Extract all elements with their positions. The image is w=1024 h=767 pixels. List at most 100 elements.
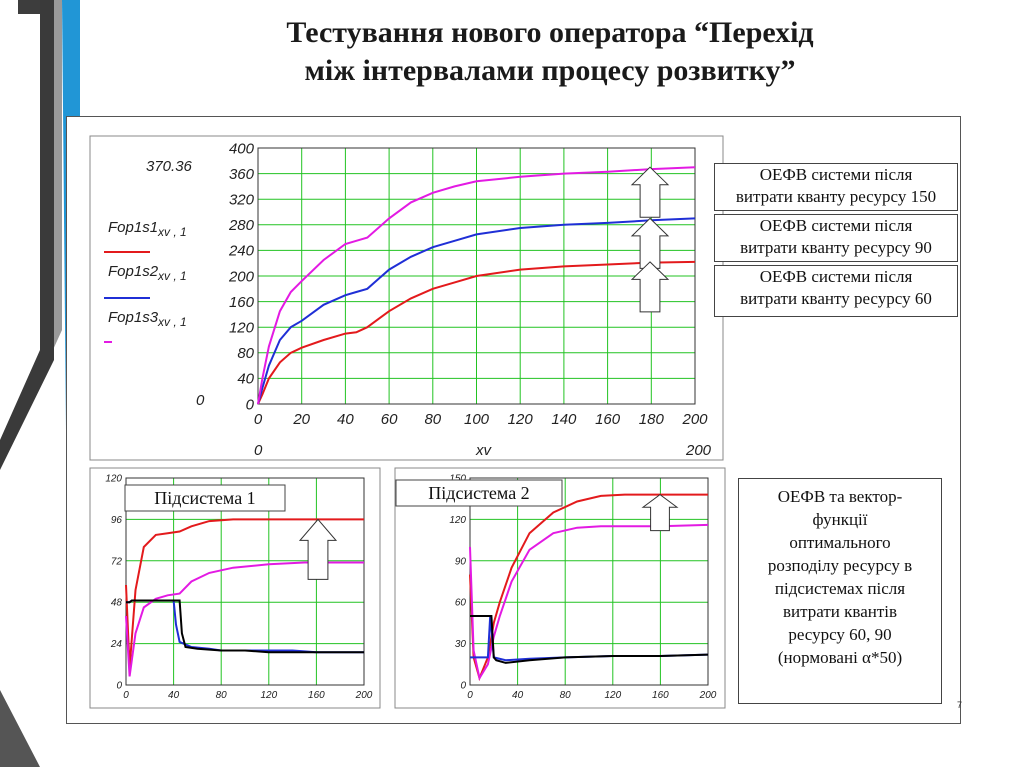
series-line-4 — [470, 615, 709, 664]
y-tick-label: 0 — [246, 396, 255, 413]
x-tick-label: 120 — [604, 690, 621, 701]
x-tick-label: 160 — [308, 690, 325, 701]
x-tick-label: 200 — [681, 411, 708, 428]
y-tick-label: 280 — [228, 217, 255, 234]
y-tick-label: 150 — [449, 474, 466, 485]
sub1-chart-panel — [89, 467, 381, 709]
x-tick-label: 40 — [337, 411, 354, 428]
ymax-readout: 370.36 — [146, 158, 193, 175]
x-tick-label: 0 — [254, 411, 263, 428]
side-note-line: оптимального — [789, 533, 891, 552]
x-tick-label: 160 — [595, 411, 621, 428]
x-tick-label: 100 — [464, 411, 490, 428]
stripe-gray — [52, 0, 62, 352]
y-tick-label: 320 — [229, 191, 255, 208]
title-line-1: Тестування нового оператора “Перехід — [286, 16, 814, 49]
legend-box-90-line1: ОЕФВ системи після — [759, 216, 913, 235]
title-line-2: між інтервалами процесу розвитку” — [304, 54, 796, 87]
y-tick-label: 72 — [111, 556, 123, 567]
x-tick-label: 20 — [292, 411, 310, 428]
y-tick-label: 360 — [229, 166, 255, 183]
y-tick-label: 0 — [460, 681, 466, 692]
series-line-3 — [126, 599, 364, 654]
plot-area — [125, 477, 365, 686]
series-line-2 — [125, 561, 364, 677]
subtitle-box — [395, 479, 563, 507]
side-note-box: ОЕФВ та вектор- функції оптимального роз… — [738, 478, 942, 704]
x-tick-label: 80 — [560, 690, 572, 701]
up-arrow — [641, 493, 679, 532]
plot-area — [469, 477, 709, 686]
x-tick-label: 40 — [168, 690, 180, 701]
y-tick-label: 120 — [449, 515, 466, 526]
y-tick-label: 240 — [228, 243, 255, 260]
up-arrow — [298, 518, 338, 580]
y-tick-label: 200 — [228, 268, 255, 285]
series-line-1 — [469, 493, 708, 682]
legend-label-1: Fop1s1xv , 1 — [108, 219, 187, 239]
series-line-3 — [257, 166, 696, 405]
xmax-readout: 200 — [685, 442, 712, 459]
y-tick-label: 120 — [229, 319, 255, 336]
y-tick-label: 60 — [455, 598, 467, 609]
series-line-3 — [470, 615, 709, 662]
up-arrow — [630, 217, 670, 269]
series-line-2 — [469, 523, 709, 681]
ymin-readout: 0 — [196, 392, 205, 409]
slide-title: Тестування нового оператора “Перехід між… — [150, 14, 950, 90]
series-line-1 — [257, 260, 696, 405]
legend-box-150-line2: витрати кванту ресурсу 150 — [735, 187, 937, 206]
x-tick-label: 0 — [467, 690, 473, 701]
subtitle-text: Підсистема 1 — [154, 488, 255, 508]
x-tick-label: 80 — [216, 690, 228, 701]
sub2-chart-panel — [394, 467, 726, 709]
x-tick-label: 120 — [260, 690, 277, 701]
slide-number: 7 — [957, 700, 963, 710]
series-line-2 — [257, 217, 696, 405]
legend-box-150: ОЕФВ системи після витрати кванту ресурс… — [714, 163, 958, 211]
x-tick-label: 80 — [424, 411, 441, 428]
stripe-dark-diag — [0, 600, 40, 767]
x-axis-label: xv — [475, 442, 493, 459]
xmin-readout: 0 — [254, 442, 263, 459]
legend-box-60: ОЕФВ системи після витрати кванту ресурс… — [714, 265, 958, 317]
y-tick-label: 80 — [237, 345, 254, 362]
legend-label-3: Fop1s3xv , 1 — [108, 309, 187, 329]
y-tick-label: 24 — [110, 639, 123, 650]
main-chart: 0 20 40 60 80 100 120 140 160 180 200 0 40 80 120 160 20… — [228, 140, 708, 428]
up-arrow — [630, 166, 670, 218]
x-tick-label: 180 — [639, 411, 665, 428]
y-tick-label: 90 — [455, 556, 467, 567]
series-line-4 — [126, 599, 364, 654]
x-tick-label: 160 — [652, 690, 669, 701]
legend-box-90-line2: витрати кванту ресурсу 90 — [740, 238, 932, 257]
subtitle-text: Підсистема 2 — [428, 483, 529, 503]
up-arrow — [630, 261, 670, 313]
side-note-line: розподілу ресурсу в — [767, 556, 913, 575]
legend-box-150-line1: ОЕФВ системи після — [759, 165, 913, 184]
x-tick-label: 120 — [508, 411, 534, 428]
stripe-dark-main — [0, 0, 54, 470]
legend-box-90: ОЕФВ системи після витрати кванту ресурс… — [714, 214, 958, 262]
plot-area — [257, 147, 696, 405]
legend-box-60-line2: витрати кванту ресурсу 60 — [740, 289, 932, 308]
side-note-line: (нормовані α*50) — [777, 648, 903, 667]
y-tick-label: 160 — [229, 294, 255, 311]
y-tick-label: 0 — [116, 681, 122, 692]
x-tick-label: 40 — [512, 690, 524, 701]
main-legend: Fop1s1xv , 1 Fop1s2xv , 1 Fop1s3xv , 1 — [104, 219, 187, 343]
subsystem-1-chart: 0 40 80 120 160 200 0 24 48 72 96 120 Підсистема 1 — [105, 474, 372, 702]
side-note-line: підсистемах після — [774, 579, 906, 598]
y-tick-label: 96 — [111, 515, 123, 526]
y-tick-label: 30 — [455, 639, 467, 650]
x-tick-label: 0 — [123, 690, 129, 701]
main-chart-panel — [89, 135, 724, 461]
subtitle-box — [124, 484, 286, 512]
side-note-line: ресурсу 60, 90 — [788, 625, 892, 644]
y-tick-label: 400 — [229, 140, 255, 157]
x-tick-label: 60 — [381, 411, 398, 428]
x-tick-label: 200 — [355, 690, 373, 701]
y-tick-label: 48 — [111, 598, 123, 609]
